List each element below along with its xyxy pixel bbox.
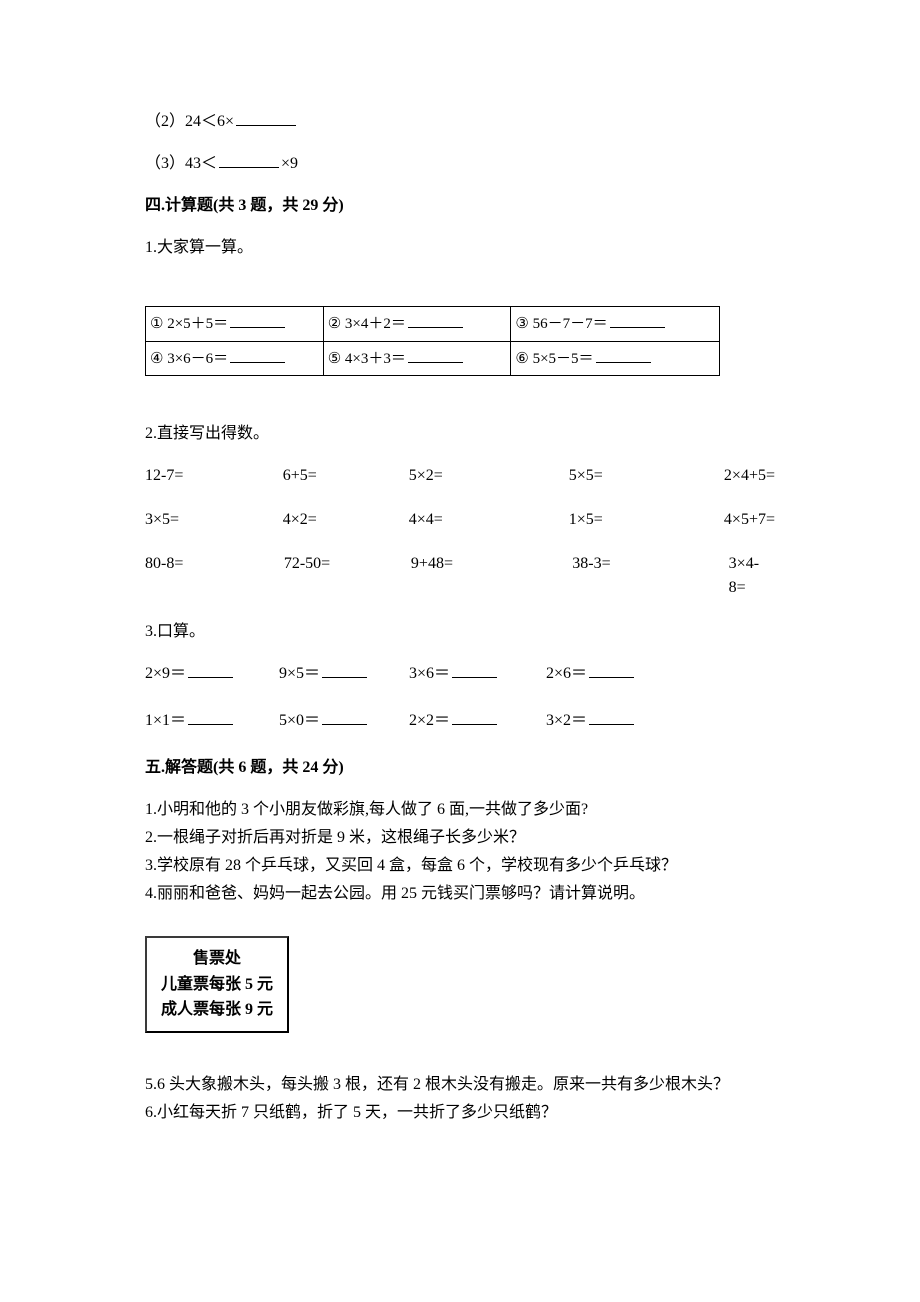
cell-expr: ⑥ 5×5－5＝ — [515, 351, 593, 367]
section4-title: 四.计算题(共 3 题，共 29 分) — [145, 194, 775, 218]
oral-expr: 2×9＝ — [145, 665, 186, 682]
mental-item: 2×4+5= — [724, 464, 775, 488]
section5-title: 五.解答题(共 6 题，共 24 分) — [145, 756, 775, 780]
q2-blank[interactable] — [236, 110, 296, 126]
oral-blank[interactable] — [188, 709, 233, 725]
cell-blank[interactable] — [408, 347, 463, 363]
cell-expr: ③ 56－7－7＝ — [515, 316, 607, 332]
oral-expr: 1×1＝ — [145, 712, 186, 729]
cell-expr: ⑤ 4×3＋3＝ — [328, 351, 406, 367]
section4-q2-label: 2.直接写出得数。 — [145, 422, 775, 446]
table-cell: ⑥ 5×5－5＝ — [511, 341, 720, 376]
table-cell: ① 2×5＋5＝ — [146, 307, 324, 342]
oral-blank[interactable] — [322, 709, 367, 725]
mental-item: 4×2= — [283, 508, 409, 532]
oral-expr: 3×6＝ — [409, 665, 450, 682]
oral-item: 3×2＝ — [546, 709, 636, 733]
word-problem-q5: 5.6 头大象搬木头，每头搬 3 根，还有 2 根木头没有搬走。原来一共有多少根… — [145, 1073, 775, 1097]
q2-text: （2）24＜6× — [145, 113, 234, 130]
table-row: ① 2×5＋5＝ ② 3×4＋2＝ ③ 56－7－7＝ — [146, 307, 720, 342]
cell-blank[interactable] — [596, 347, 651, 363]
word-problems-2: 5.6 头大象搬木头，每头搬 3 根，还有 2 根木头没有搬走。原来一共有多少根… — [145, 1073, 775, 1125]
word-problem-q3: 3.学校原有 28 个乒乓球，又买回 4 盒，每盒 6 个，学校现有多少个乒乓球… — [145, 854, 775, 878]
cell-blank[interactable] — [408, 312, 463, 328]
cell-expr: ① 2×5＋5＝ — [150, 316, 228, 332]
oral-blank[interactable] — [452, 709, 497, 725]
table-row: ④ 3×6－6＝ ⑤ 4×3＋3＝ ⑥ 5×5－5＝ — [146, 341, 720, 376]
ticket-box: 售票处 儿童票每张 5 元 成人票每张 9 元 — [145, 936, 289, 1033]
mental-item: 12-7= — [145, 464, 283, 488]
section4-q1-label: 1.大家算一算。 — [145, 236, 775, 260]
cell-blank[interactable] — [230, 347, 285, 363]
oral-expr: 2×2＝ — [409, 712, 450, 729]
fill-blank-q2: （2）24＜6× — [145, 110, 775, 134]
calc-table: ① 2×5＋5＝ ② 3×4＋2＝ ③ 56－7－7＝ ④ 3×6－6＝ ⑤ 4… — [145, 306, 720, 376]
cell-blank[interactable] — [230, 312, 285, 328]
mental-math-block: 12-7= 6+5= 5×2= 5×5= 2×4+5= 3×5= 4×2= 4×… — [145, 464, 775, 600]
oral-expr: 9×5＝ — [279, 665, 320, 682]
q3-text-right: ×9 — [281, 155, 298, 172]
mental-row: 80-8= 72-50= 9+48= 38-3= 3×4-8= — [145, 552, 775, 600]
table-cell: ③ 56－7－7＝ — [511, 307, 720, 342]
ticket-line2: 儿童票每张 5 元 — [161, 972, 273, 998]
mental-row: 3×5= 4×2= 4×4= 1×5= 4×5+7= — [145, 508, 775, 532]
oral-row: 2×9＝ 9×5＝ 3×6＝ 2×6＝ — [145, 662, 775, 686]
word-problem-q6: 6.小红每天折 7 只纸鹤，折了 5 天，一共折了多少只纸鹤？ — [145, 1101, 775, 1125]
word-problem-q4: 4.丽丽和爸爸、妈妈一起去公园。用 25 元钱买门票够吗？请计算说明。 — [145, 882, 775, 906]
table-cell: ⑤ 4×3＋3＝ — [323, 341, 511, 376]
oral-item: 2×2＝ — [409, 709, 546, 733]
section4-q3-label: 3.口算。 — [145, 620, 775, 644]
mental-item: 3×5= — [145, 508, 283, 532]
mental-item: 5×5= — [569, 464, 724, 488]
fill-blank-q3: （3）43＜ ×9 — [145, 152, 775, 176]
mental-item: 5×2= — [409, 464, 569, 488]
oral-blank[interactable] — [452, 662, 497, 678]
oral-item: 5×0＝ — [279, 709, 409, 733]
oral-blank[interactable] — [589, 709, 634, 725]
cell-blank[interactable] — [610, 312, 665, 328]
oral-expr: 2×6＝ — [546, 665, 587, 682]
mental-item: 9+48= — [411, 552, 572, 600]
cell-expr: ④ 3×6－6＝ — [150, 351, 228, 367]
word-problems-1: 1.小明和他的 3 个小朋友做彩旗,每人做了 6 面,一共做了多少面? 2.一根… — [145, 798, 775, 906]
oral-item: 3×6＝ — [409, 662, 546, 686]
mental-item: 3×4-8= — [729, 552, 775, 600]
oral-item: 2×6＝ — [546, 662, 636, 686]
oral-blank[interactable] — [322, 662, 367, 678]
table-cell: ② 3×4＋2＝ — [323, 307, 511, 342]
oral-row: 1×1＝ 5×0＝ 2×2＝ 3×2＝ — [145, 709, 775, 733]
oral-blank[interactable] — [589, 662, 634, 678]
mental-item: 4×4= — [409, 508, 569, 532]
mental-row: 12-7= 6+5= 5×2= 5×5= 2×4+5= — [145, 464, 775, 488]
mental-item: 38-3= — [572, 552, 728, 600]
mental-item: 1×5= — [569, 508, 724, 532]
q3-blank[interactable] — [219, 152, 279, 168]
oral-expr: 3×2＝ — [546, 712, 587, 729]
oral-blank[interactable] — [188, 662, 233, 678]
q3-text-left: （3）43＜ — [145, 155, 217, 172]
cell-expr: ② 3×4＋2＝ — [328, 316, 406, 332]
table-cell: ④ 3×6－6＝ — [146, 341, 324, 376]
ticket-line3: 成人票每张 9 元 — [161, 997, 273, 1023]
oral-math-block: 2×9＝ 9×5＝ 3×6＝ 2×6＝ 1×1＝ 5×0＝ 2×2＝ 3×2＝ — [145, 662, 775, 733]
oral-item: 9×5＝ — [279, 662, 409, 686]
oral-expr: 5×0＝ — [279, 712, 320, 729]
word-problem-q1: 1.小明和他的 3 个小朋友做彩旗,每人做了 6 面,一共做了多少面? — [145, 798, 775, 822]
word-problem-q2: 2.一根绳子对折后再对折是 9 米，这根绳子长多少米？ — [145, 826, 775, 850]
mental-item: 6+5= — [283, 464, 409, 488]
mental-item: 80-8= — [145, 552, 284, 600]
oral-item: 2×9＝ — [145, 662, 279, 686]
mental-item: 4×5+7= — [724, 508, 775, 532]
mental-item: 72-50= — [284, 552, 411, 600]
oral-item: 1×1＝ — [145, 709, 279, 733]
ticket-line1: 售票处 — [161, 946, 273, 972]
